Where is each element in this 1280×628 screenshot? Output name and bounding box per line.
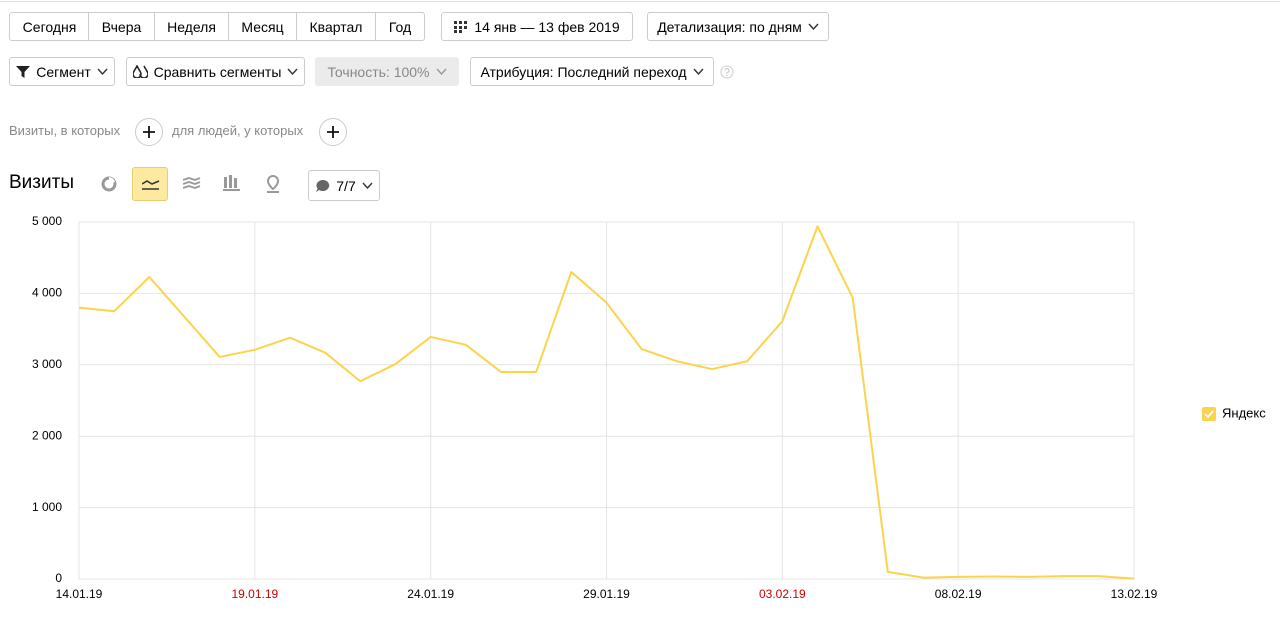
period-button[interactable]: Сегодня xyxy=(9,12,90,41)
y-tick-label: 0 xyxy=(55,571,62,585)
compare-icon xyxy=(132,65,148,78)
detail-select[interactable]: Детализация: по дням xyxy=(647,12,829,41)
period-button[interactable]: Месяц xyxy=(228,12,297,41)
accuracy-label: Точность: 100% xyxy=(327,63,430,80)
legend-item[interactable]: Яндекс xyxy=(1202,405,1266,421)
legend-checkbox xyxy=(1202,407,1216,421)
segment-label: Сегмент xyxy=(36,63,91,80)
x-tick-label: 29.01.19 xyxy=(583,587,630,601)
accuracy-select: Точность: 100% xyxy=(315,57,459,86)
chevron xyxy=(97,68,108,75)
plot-border xyxy=(78,221,1135,580)
y-tick-label: 2 000 xyxy=(32,428,62,442)
plus-icon xyxy=(143,126,155,138)
visits-condition: Визиты, в которых xyxy=(9,123,121,138)
x-tick-label: 13.02.19 xyxy=(1111,587,1158,601)
legend-check xyxy=(1204,410,1214,419)
x-tick-label: 14.01.19 xyxy=(56,587,103,601)
chevron xyxy=(808,23,819,30)
date-range: 14 янв — 13 фев 2019 xyxy=(474,18,620,35)
x-tick-label: 03.02.19 xyxy=(759,587,806,601)
y-tick-label: 5 000 xyxy=(32,214,62,228)
chevron xyxy=(435,68,447,75)
comment-icon xyxy=(316,179,330,192)
legend-label: Яндекс xyxy=(1222,405,1266,420)
help-icon[interactable] xyxy=(720,65,734,79)
period-button[interactable]: Вчера xyxy=(88,12,155,41)
attribution-label: Атрибуция: Последний переход xyxy=(480,63,687,80)
x-tick-label: 24.01.19 xyxy=(407,587,454,601)
period-button[interactable]: Год xyxy=(375,12,425,41)
date-picker[interactable]: 14 янв — 13 фев 2019 xyxy=(441,12,633,41)
annotations-button[interactable]: 7/7 xyxy=(308,170,380,201)
line-mode-button[interactable] xyxy=(132,167,168,201)
report-title: Визиты xyxy=(9,172,74,193)
compare-label: Сравнить сегменты xyxy=(153,63,282,80)
y-tick-label: 4 000 xyxy=(32,286,62,300)
series-line xyxy=(78,225,1135,580)
add-visit-condition[interactable] xyxy=(135,118,163,146)
filter-icon xyxy=(16,65,31,78)
people-condition: для людей, у которых xyxy=(172,123,304,138)
divider xyxy=(0,1,1280,2)
y-tick-label: 3 000 xyxy=(32,357,62,371)
chevron xyxy=(362,182,373,189)
compare-button[interactable]: Сравнить сегменты xyxy=(126,57,305,86)
chevron xyxy=(692,68,704,75)
segment-button[interactable]: Сегмент xyxy=(9,57,115,86)
area-icon[interactable] xyxy=(183,177,201,191)
y-tick-label: 1 000 xyxy=(32,500,62,514)
detail-label: Детализация: по дням xyxy=(657,18,802,35)
x-tick-label: 08.02.19 xyxy=(935,587,982,601)
period-button[interactable]: Квартал xyxy=(296,12,376,41)
chevron xyxy=(287,68,298,75)
line-icon xyxy=(142,180,160,190)
x-tick-label: 19.01.19 xyxy=(231,587,278,601)
map-icon[interactable] xyxy=(265,175,281,193)
annotations-count: 7/7 xyxy=(336,177,356,194)
pie-icon[interactable] xyxy=(100,176,118,192)
period-button[interactable]: Неделя xyxy=(154,12,229,41)
plus-icon xyxy=(327,126,339,138)
calendar-icon xyxy=(454,20,468,33)
attribution-select[interactable]: Атрибуция: Последний переход xyxy=(470,57,714,86)
bar-icon[interactable] xyxy=(223,175,241,191)
add-people-condition[interactable] xyxy=(319,118,347,146)
